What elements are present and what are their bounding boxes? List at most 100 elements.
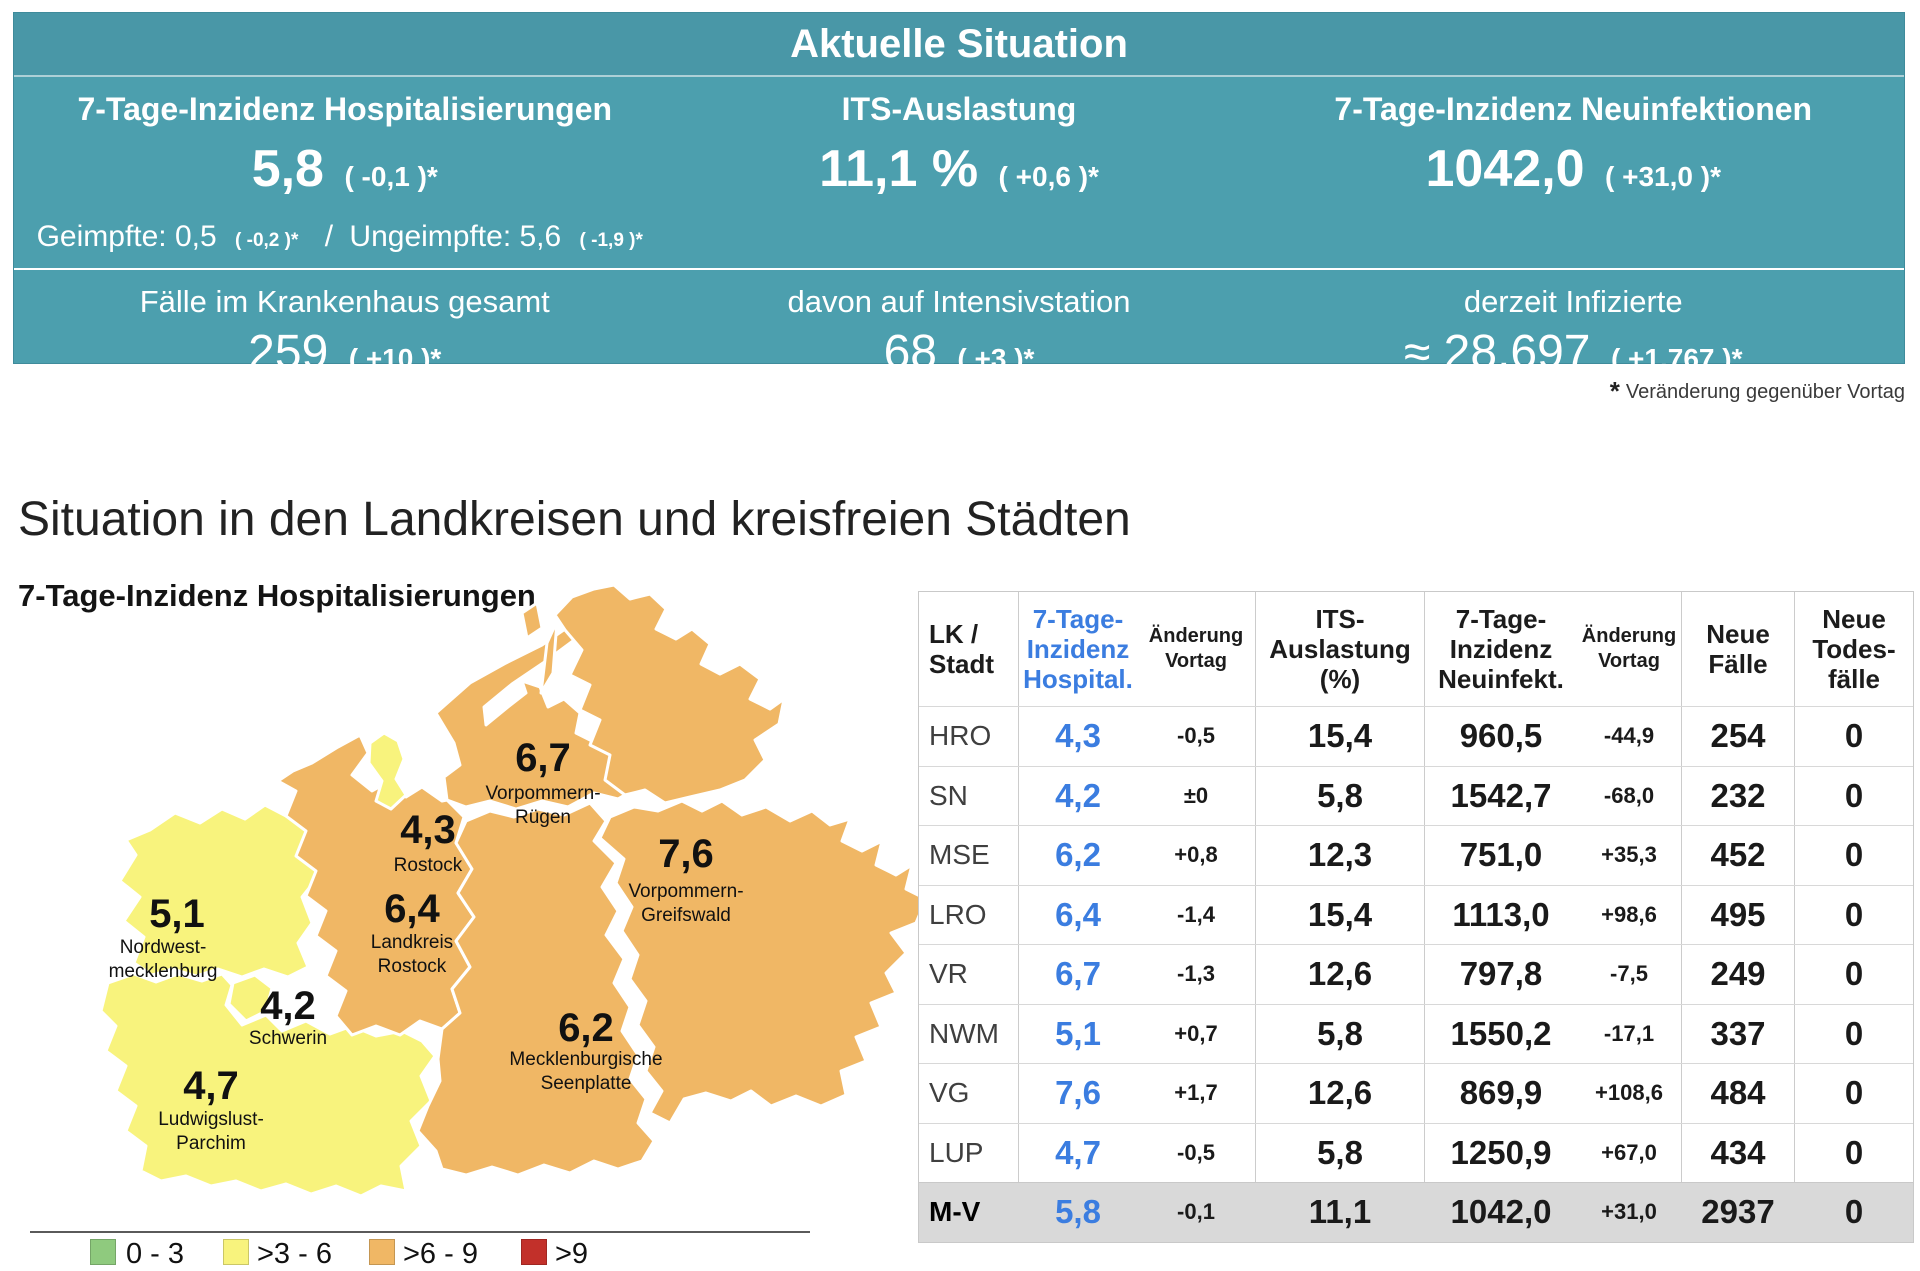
cell-neu-change: +108,6 — [1595, 1080, 1663, 1106]
panel-title: Aktuelle Situation — [14, 13, 1904, 77]
stat-value-line: 68 ( +3 )* — [676, 328, 1243, 389]
panel-row-top: 7-Tage-Inzidenz Hospitalisierungen 5,8 (… — [14, 77, 1904, 254]
cell-tote: 0 — [1844, 895, 1864, 933]
cell-faelle: 2937 — [1701, 1193, 1775, 1231]
cell-tote: 0 — [1844, 776, 1864, 814]
cell-hosp: 7,6 — [1055, 1074, 1101, 1112]
header-neuinfekt-inzidenz: 7-Tage- Inzidenz Neuinfekt. — [1438, 604, 1564, 694]
cell-its: 12,6 — [1307, 955, 1373, 993]
map-name-nordwestmecklenburg-2: mecklenburg — [109, 961, 218, 982]
map-name-schwerin: Schwerin — [249, 1028, 327, 1049]
map-value-ludwigslust-parchim: 4,7 — [183, 1064, 239, 1108]
cell-hosp-change: +0,8 — [1174, 842, 1218, 868]
legend-label-yellow: >3 - 6 — [257, 1238, 332, 1270]
stat-value-line: 259 ( +10 )* — [14, 328, 676, 389]
legend-label-red: >9 — [555, 1238, 589, 1270]
map-title: 7-Tage-Inzidenz Hospitalisierungen — [18, 578, 536, 613]
cell-tote: 0 — [1844, 717, 1864, 755]
legend-swatch-red — [521, 1239, 547, 1265]
cell-neu-change: +31,0 — [1601, 1199, 1657, 1225]
stat-neuinfektionen: 7-Tage-Inzidenz Neuinfektionen 1042,0 ( … — [1243, 77, 1905, 254]
cell-neu: 1550,2 — [1450, 1014, 1552, 1052]
cell-hosp: 6,4 — [1055, 895, 1101, 933]
cell-faelle: 337 — [1710, 1014, 1766, 1052]
map-name-mecklenburgische-seenplatte-2: Seenplatte — [541, 1073, 632, 1094]
cell-its: 12,6 — [1307, 1074, 1373, 1112]
cell-its: 15,4 — [1307, 895, 1373, 933]
cell-its: 5,8 — [1317, 1014, 1363, 1052]
stat-change: ( -0,1 )* — [344, 161, 438, 192]
map-name-vorpommern-ruegen-2: Rügen — [515, 807, 571, 828]
geimpfte-value: Geimpfte: 0,5 — [36, 220, 217, 253]
cell-hosp-change: ±0 — [1183, 782, 1209, 808]
stat-label: Fälle im Krankenhaus gesamt — [139, 284, 550, 319]
stat-value: 259 — [248, 326, 329, 379]
island-hiddensee — [539, 619, 559, 695]
cell-lk: VR — [929, 958, 968, 990]
table-row: VG 7,6 +1,7 12,6 869,9 +108,6 484 0 — [919, 1063, 1913, 1123]
cell-its: 11,1 — [1308, 1193, 1372, 1231]
cell-hosp: 5,8 — [1055, 1193, 1101, 1231]
cell-faelle: 452 — [1710, 836, 1766, 874]
vaccinated-breakdown: Geimpfte: 0,5 ( -0,2 )* / Ungeimpfte: 5,… — [14, 220, 676, 254]
header-neue-faelle: Neue Fälle — [1682, 592, 1795, 706]
table-row: VR 6,7 -1,3 12,6 797,8 -7,5 249 0 — [919, 944, 1913, 1004]
geimpfte-change: ( -0,2 )* — [235, 230, 299, 251]
stat-its-auslastung: ITS-Auslastung 11,1 % ( +0,6 )* — [676, 77, 1243, 254]
map-name-vorpommern-greifswald-2: Greifswald — [641, 905, 731, 926]
cell-tote: 0 — [1844, 1133, 1864, 1171]
footnote: * Veränderung gegenüber Vortag — [1610, 376, 1905, 407]
map-name-vorpommern-ruegen-1: Vorpommern- — [485, 783, 600, 804]
legend-swatch-yellow — [223, 1239, 249, 1265]
cell-neu-change: -17,1 — [1603, 1020, 1655, 1046]
stat-value: 1042,0 — [1425, 140, 1585, 198]
stat-hospitalisierungen: 7-Tage-Inzidenz Hospitalisierungen 5,8 (… — [14, 77, 676, 254]
cell-hosp-change: -0,5 — [1177, 1139, 1215, 1165]
current-situation-panel: Aktuelle Situation 7-Tage-Inzidenz Hospi… — [13, 12, 1905, 378]
legend-label-green: 0 - 3 — [126, 1238, 185, 1270]
ungeimpfte-change: ( -1,9 )* — [579, 230, 643, 251]
map-value-mecklenburgische-seenplatte: 6,2 — [558, 1006, 614, 1050]
region-schwerin — [227, 973, 274, 1023]
cell-hosp-change: +1,7 — [1174, 1080, 1218, 1106]
mv-district-map: 6,7 Vorpommern- Rügen 4,3 Rostock 7,6 Vo… — [99, 585, 928, 1198]
map-value-rostock-stadt: 4,3 — [400, 808, 456, 852]
cell-neu-change: +98,6 — [1601, 901, 1657, 927]
stat-value-line: 11,1 % ( +0,6 )* — [676, 143, 1243, 208]
stat-krankenhaus-gesamt: Fälle im Krankenhaus gesamt 259 ( +10 )* — [14, 270, 676, 389]
cell-faelle: 495 — [1710, 895, 1766, 933]
cell-neu: 751,0 — [1459, 836, 1543, 874]
region-ruegen-island — [553, 585, 786, 805]
cell-lk: HRO — [929, 720, 992, 752]
table-row: MSE 6,2 +0,8 12,3 751,0 +35,3 452 0 — [919, 825, 1913, 885]
stat-value: 68 — [883, 326, 937, 379]
cell-hosp-change: -1,4 — [1177, 901, 1215, 927]
region-mecklenburgische-seenplatte — [416, 801, 656, 1177]
stat-intensivstation: davon auf Intensivstation 68 ( +3 )* — [676, 270, 1243, 389]
cell-its: 15,4 — [1307, 717, 1373, 755]
cell-lk: M-V — [929, 1196, 981, 1228]
cell-tote: 0 — [1844, 1014, 1864, 1052]
stat-change: ( +31,0 )* — [1605, 161, 1721, 192]
header-lk-stadt: LK / Stadt — [919, 592, 1019, 706]
table-row: LRO 6,4 -1,4 15,4 1113,0 +98,6 495 0 — [919, 884, 1913, 944]
map-value-nordwestmecklenburg: 5,1 — [149, 892, 205, 936]
stat-label: davon auf Intensivstation — [787, 284, 1131, 319]
cell-its: 5,8 — [1317, 1133, 1363, 1171]
footnote-text: Veränderung gegenüber Vortag — [1625, 381, 1905, 403]
table-row-total-mv: M-V 5,8 -0,1 11,1 1042,0 +31,0 2937 0 — [919, 1182, 1913, 1242]
map-value-landkreis-rostock: 6,4 — [384, 887, 440, 931]
header-aenderung-vortag-1: Änderung Vortag — [1148, 625, 1244, 672]
region-rostock-stadt — [367, 731, 408, 811]
cell-lk: LRO — [929, 898, 987, 930]
island-small — [520, 601, 544, 640]
cell-faelle: 249 — [1710, 955, 1766, 993]
cell-hosp: 6,7 — [1055, 955, 1101, 993]
map-name-mecklenburgische-seenplatte-1: Mecklenburgische — [509, 1049, 662, 1070]
cell-neu: 1113,0 — [1452, 895, 1550, 933]
footnote-asterisk: * — [1609, 376, 1620, 406]
stat-change: ( +1.767 )* — [1610, 343, 1743, 374]
stat-label: derzeit Infizierte — [1463, 284, 1683, 319]
cell-neu-change: -68,0 — [1603, 782, 1655, 808]
